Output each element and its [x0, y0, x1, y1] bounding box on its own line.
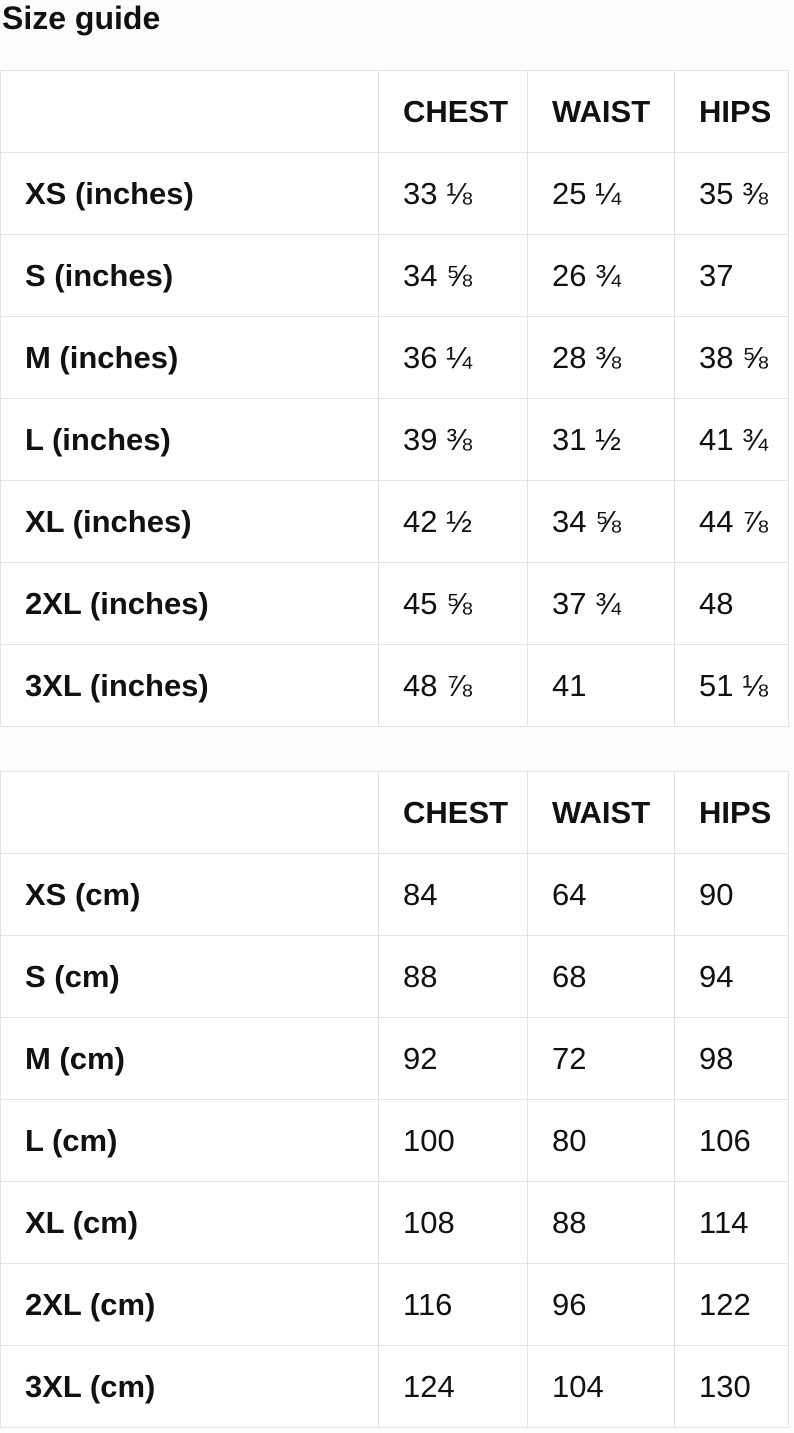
- cell-hips: 90: [674, 853, 789, 936]
- cell-chest: 84: [378, 853, 528, 936]
- page-title: Size guide: [2, 0, 161, 36]
- cell-waist: 26 ¾: [527, 234, 675, 317]
- row-label: 2XL (cm): [0, 1263, 379, 1346]
- cell-waist: 96: [527, 1263, 675, 1346]
- cell-chest: 124: [378, 1345, 528, 1428]
- cell-chest: 34 ⅝: [378, 234, 528, 317]
- row-label: 3XL (cm): [0, 1345, 379, 1428]
- cell-hips: 122: [674, 1263, 789, 1346]
- table-row: 2XL (inches) 45 ⅝ 37 ¾ 48: [0, 562, 789, 645]
- cell-waist: 68: [527, 935, 675, 1018]
- cell-waist: 72: [527, 1017, 675, 1100]
- cell-waist: 64: [527, 853, 675, 936]
- row-label: XL (inches): [0, 480, 379, 563]
- cell-hips: 48: [674, 562, 789, 645]
- cell-hips: 94: [674, 935, 789, 1018]
- cell-waist: 80: [527, 1099, 675, 1182]
- column-header-chest: CHEST: [378, 70, 528, 153]
- cell-waist: 28 ⅜: [527, 316, 675, 399]
- row-label: XL (cm): [0, 1181, 379, 1264]
- column-header-hips: HIPS: [674, 70, 789, 153]
- cell-hips: 41 ¾: [674, 398, 789, 481]
- corner-cell: [0, 70, 379, 153]
- table-row: L (inches) 39 ⅜ 31 ½ 41 ¾: [0, 398, 789, 481]
- row-label: S (cm): [0, 935, 379, 1018]
- row-label: 2XL (inches): [0, 562, 379, 645]
- table-header-row: CHEST WAIST HIPS: [0, 70, 789, 153]
- cell-chest: 33 ⅛: [378, 152, 528, 235]
- cell-waist: 41: [527, 644, 675, 727]
- row-label: XS (inches): [0, 152, 379, 235]
- cell-hips: 38 ⅝: [674, 316, 789, 399]
- table-row: XL (cm) 108 88 114: [0, 1181, 789, 1264]
- table-row: M (inches) 36 ¼ 28 ⅜ 38 ⅝: [0, 316, 789, 399]
- column-header-hips: HIPS: [674, 771, 789, 854]
- cell-hips: 130: [674, 1345, 789, 1428]
- cell-chest: 42 ½: [378, 480, 528, 563]
- cell-chest: 39 ⅜: [378, 398, 528, 481]
- column-header-waist: WAIST: [527, 70, 675, 153]
- row-label: S (inches): [0, 234, 379, 317]
- table-header-row: CHEST WAIST HIPS: [0, 771, 789, 854]
- cell-hips: 44 ⅞: [674, 480, 789, 563]
- cell-hips: 51 ⅛: [674, 644, 789, 727]
- cell-chest: 88: [378, 935, 528, 1018]
- cell-chest: 108: [378, 1181, 528, 1264]
- table-row: 2XL (cm) 116 96 122: [0, 1263, 789, 1346]
- size-table-inches: CHEST WAIST HIPS XS (inches) 33 ⅛ 25 ¼ 3…: [0, 70, 789, 727]
- table-row: XL (inches) 42 ½ 34 ⅝ 44 ⅞: [0, 480, 789, 563]
- cell-hips: 37: [674, 234, 789, 317]
- size-table-cm: CHEST WAIST HIPS XS (cm) 84 64 90 S (cm)…: [0, 771, 789, 1428]
- cell-hips: 114: [674, 1181, 789, 1264]
- column-header-chest: CHEST: [378, 771, 528, 854]
- cell-chest: 45 ⅝: [378, 562, 528, 645]
- row-label: L (inches): [0, 398, 379, 481]
- table-row: 3XL (cm) 124 104 130: [0, 1345, 789, 1428]
- cell-chest: 116: [378, 1263, 528, 1346]
- cell-chest: 48 ⅞: [378, 644, 528, 727]
- table-row: XS (cm) 84 64 90: [0, 853, 789, 936]
- row-label: L (cm): [0, 1099, 379, 1182]
- row-label: 3XL (inches): [0, 644, 379, 727]
- table-row: S (cm) 88 68 94: [0, 935, 789, 1018]
- table-row: S (inches) 34 ⅝ 26 ¾ 37: [0, 234, 789, 317]
- table-row: L (cm) 100 80 106: [0, 1099, 789, 1182]
- row-label: M (inches): [0, 316, 379, 399]
- cell-waist: 37 ¾: [527, 562, 675, 645]
- cell-waist: 25 ¼: [527, 152, 675, 235]
- cell-waist: 31 ½: [527, 398, 675, 481]
- cell-chest: 100: [378, 1099, 528, 1182]
- corner-cell: [0, 771, 379, 854]
- table-row: 3XL (inches) 48 ⅞ 41 51 ⅛: [0, 644, 789, 727]
- cell-chest: 36 ¼: [378, 316, 528, 399]
- cell-hips: 35 ⅜: [674, 152, 789, 235]
- cell-waist: 34 ⅝: [527, 480, 675, 563]
- cell-waist: 88: [527, 1181, 675, 1264]
- cell-chest: 92: [378, 1017, 528, 1100]
- table-row: XS (inches) 33 ⅛ 25 ¼ 35 ⅜: [0, 152, 789, 235]
- table-row: M (cm) 92 72 98: [0, 1017, 789, 1100]
- cell-waist: 104: [527, 1345, 675, 1428]
- row-label: XS (cm): [0, 853, 379, 936]
- cell-hips: 98: [674, 1017, 789, 1100]
- column-header-waist: WAIST: [527, 771, 675, 854]
- cell-hips: 106: [674, 1099, 789, 1182]
- row-label: M (cm): [0, 1017, 379, 1100]
